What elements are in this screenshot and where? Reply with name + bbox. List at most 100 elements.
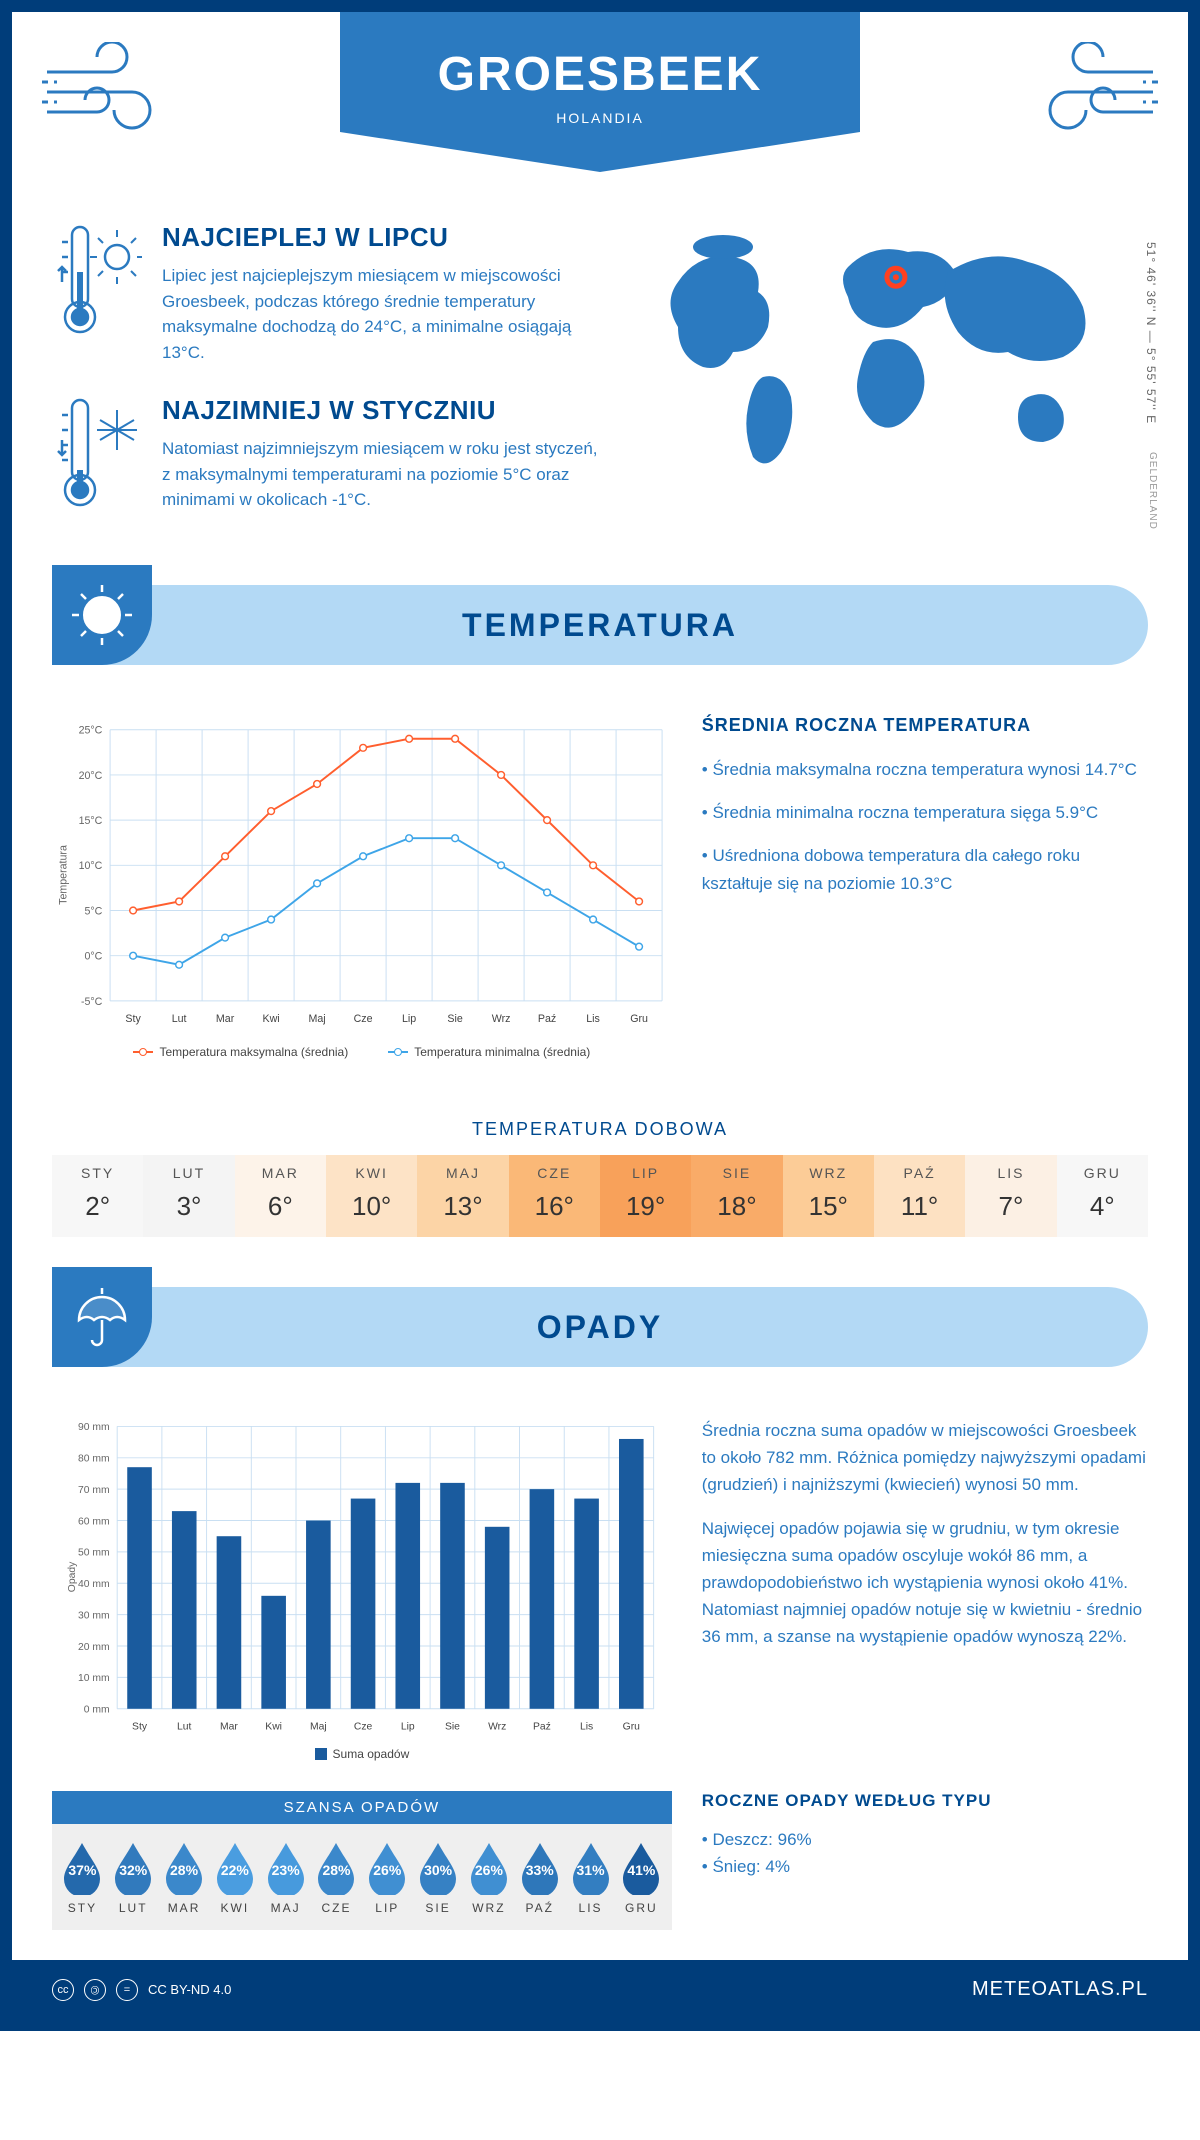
footer-site: METEOATLAS.PL (972, 1978, 1148, 2001)
daily-title: TEMPERATURA DOBOWA (12, 1119, 1188, 1140)
svg-text:40 mm: 40 mm (78, 1579, 110, 1590)
svg-text:25°C: 25°C (79, 725, 103, 737)
hot-title: NAJCIEPLEJ W LIPCU (162, 222, 608, 253)
drop-cell: 32%LUT (108, 1839, 159, 1915)
hot-body: Lipiec jest najcieplejszym miesiącem w m… (162, 263, 608, 365)
world-map (648, 222, 1128, 482)
svg-text:50 mm: 50 mm (78, 1548, 110, 1559)
svg-text:Paź: Paź (533, 1721, 551, 1732)
country-name: HOLANDIA (340, 110, 860, 126)
temp-legend: #leg-max::after{border-color:#ff5e2e}Tem… (52, 1045, 672, 1059)
chance-strip-col: SZANSA OPADÓW 37%STY32%LUT28%MAR22%KWI23… (52, 1791, 672, 1930)
svg-text:20°C: 20°C (79, 770, 103, 782)
precip-section-head: OPADY (52, 1287, 1148, 1367)
svg-text:Opady: Opady (67, 1561, 78, 1592)
svg-text:Paź: Paź (538, 1013, 556, 1025)
svg-text:80 mm: 80 mm (78, 1454, 110, 1465)
temp-row: -5°C0°C5°C10°C15°C20°C25°CTemperaturaSty… (12, 665, 1188, 1089)
license-text: CC BY-ND 4.0 (148, 1982, 231, 1997)
temp-title: TEMPERATURA (52, 607, 1148, 644)
drop-cell: 41%GRU (616, 1839, 667, 1915)
temp-desc-p2: • Średnia minimalna roczna temperatura s… (702, 799, 1148, 826)
svg-text:Lip: Lip (401, 1721, 415, 1732)
svg-text:5°C: 5°C (84, 905, 102, 917)
footer-license: cc 🄯 = CC BY-ND 4.0 (52, 1979, 231, 2001)
by-icon: 🄯 (84, 1979, 106, 2001)
daily-cell: STY2° (52, 1155, 143, 1237)
svg-text:20 mm: 20 mm (78, 1642, 110, 1653)
title-banner: GROESBEEK HOLANDIA (340, 12, 860, 172)
chance-strip: SZANSA OPADÓW 37%STY32%LUT28%MAR22%KWI23… (52, 1791, 672, 1930)
daily-cell: SIE18° (691, 1155, 782, 1237)
svg-text:Kwi: Kwi (265, 1721, 282, 1732)
temp-desc: ŚREDNIA ROCZNA TEMPERATURA • Średnia mak… (702, 715, 1148, 1059)
svg-text:30 mm: 30 mm (78, 1610, 110, 1621)
precip-p1: Średnia roczna suma opadów w miejscowośc… (702, 1417, 1148, 1499)
precip-title: OPADY (52, 1309, 1148, 1346)
svg-text:90 mm: 90 mm (78, 1422, 110, 1433)
daily-cell: GRU4° (1057, 1155, 1148, 1237)
drop-cell: 33%PAŹ (514, 1839, 565, 1915)
svg-text:Cze: Cze (354, 1013, 373, 1025)
legend-min: Temperatura minimalna (średnia) (414, 1045, 590, 1059)
precip-legend-label: Suma opadów (333, 1747, 410, 1761)
svg-text:Wrz: Wrz (492, 1013, 511, 1025)
thermometer-cold-icon (52, 395, 142, 515)
svg-text:Sty: Sty (132, 1721, 148, 1732)
svg-text:10 mm: 10 mm (78, 1673, 110, 1684)
svg-text:Sty: Sty (125, 1013, 141, 1025)
hot-block: NAJCIEPLEJ W LIPCU Lipiec jest najcieple… (52, 222, 608, 365)
cold-block: NAJZIMNIEJ W STYCZNIU Natomiast najzimni… (52, 395, 608, 515)
temp-desc-title: ŚREDNIA ROCZNA TEMPERATURA (702, 715, 1148, 736)
svg-text:Maj: Maj (310, 1721, 327, 1732)
svg-text:70 mm: 70 mm (78, 1485, 110, 1496)
svg-text:Maj: Maj (309, 1013, 326, 1025)
temp-chart: -5°C0°C5°C10°C15°C20°C25°CTemperaturaSty… (52, 715, 672, 1059)
hot-text: NAJCIEPLEJ W LIPCU Lipiec jest najcieple… (162, 222, 608, 365)
drops-row: 37%STY32%LUT28%MAR22%KWI23%MAJ28%CZE26%L… (52, 1824, 672, 1930)
daily-cell: MAR6° (235, 1155, 326, 1237)
header: GROESBEEK HOLANDIA (12, 12, 1188, 202)
svg-text:Lis: Lis (580, 1721, 593, 1732)
daily-cell: LIS7° (965, 1155, 1056, 1237)
temp-desc-p1: • Średnia maksymalna roczna temperatura … (702, 756, 1148, 783)
daily-table: STY2°LUT3°MAR6°KWI10°MAJ13°CZE16°LIP19°S… (52, 1155, 1148, 1237)
daily-cell: KWI10° (326, 1155, 417, 1237)
svg-text:Sie: Sie (447, 1013, 462, 1025)
thermometer-hot-icon (52, 222, 142, 342)
chance-title: SZANSA OPADÓW (52, 1791, 672, 1824)
daily-cell: WRZ15° (783, 1155, 874, 1237)
umbrella-icon (52, 1267, 152, 1367)
svg-text:0 mm: 0 mm (84, 1705, 110, 1716)
svg-text:Gru: Gru (623, 1721, 640, 1732)
svg-text:Lip: Lip (402, 1013, 416, 1025)
precip-row: 0 mm10 mm20 mm30 mm40 mm50 mm60 mm70 mm8… (12, 1367, 1188, 1781)
legend-max: Temperatura maksymalna (średnia) (159, 1045, 348, 1059)
svg-text:Lut: Lut (177, 1721, 192, 1732)
precip-desc: Średnia roczna suma opadów w miejscowośc… (702, 1417, 1148, 1761)
drop-cell: 26%LIP (362, 1839, 413, 1915)
sun-icon (52, 565, 152, 665)
svg-text:-5°C: -5°C (81, 996, 103, 1008)
temperature-section-head: TEMPERATURA (52, 585, 1148, 665)
daily-cell: MAJ13° (417, 1155, 508, 1237)
daily-cell: LUT3° (143, 1155, 234, 1237)
map-col: 51° 46' 36'' N — 5° 55' 57'' E GELDERLAN… (648, 222, 1148, 545)
precip-type-title: ROCZNE OPADY WEDŁUG TYPU (702, 1791, 1148, 1811)
svg-text:Sie: Sie (445, 1721, 460, 1732)
svg-text:Mar: Mar (220, 1721, 238, 1732)
precip-p2: Najwięcej opadów pojawia się w grudniu, … (702, 1515, 1148, 1651)
svg-text:Wrz: Wrz (488, 1721, 506, 1732)
svg-text:15°C: 15°C (79, 815, 103, 827)
drop-cell: 28%CZE (311, 1839, 362, 1915)
precip-chart: 0 mm10 mm20 mm30 mm40 mm50 mm60 mm70 mm8… (52, 1417, 672, 1761)
drop-cell: 28%MAR (159, 1839, 210, 1915)
daily-cell: LIP19° (600, 1155, 691, 1237)
svg-text:Gru: Gru (630, 1013, 648, 1025)
precip-legend: Suma opadów (52, 1747, 672, 1761)
intro-text-col: NAJCIEPLEJ W LIPCU Lipiec jest najcieple… (52, 222, 608, 545)
svg-text:10°C: 10°C (79, 860, 103, 872)
cold-text: NAJZIMNIEJ W STYCZNIU Natomiast najzimni… (162, 395, 608, 515)
intro-row: NAJCIEPLEJ W LIPCU Lipiec jest najcieple… (12, 202, 1188, 585)
drop-cell: 31%LIS (565, 1839, 616, 1915)
